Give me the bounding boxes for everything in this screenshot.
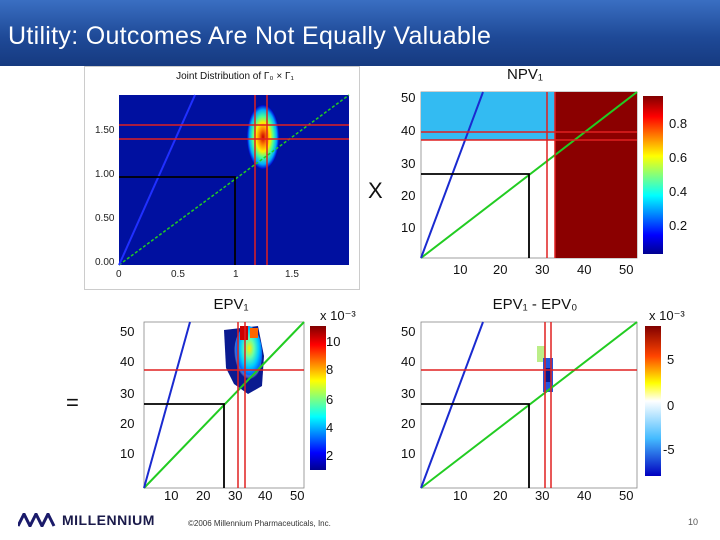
- npv1-ytick-20: 20: [401, 188, 416, 203]
- epv1-cbar-exponent: x 10⁻³: [320, 308, 356, 323]
- npv1-cbar-tick-2: 0.4: [669, 184, 688, 199]
- npv1-title: NPV₁: [507, 66, 543, 83]
- epv1-xtick-50: 50: [290, 488, 305, 503]
- joint-density-blob: [247, 105, 279, 169]
- joint-distribution-title: Joint Distribution of Γ₀ × Γ₁: [176, 71, 294, 82]
- joint-ytick-1: 1.00: [95, 169, 115, 180]
- epv1-colorbar: [310, 326, 326, 470]
- epv1-ytick-10: 10: [120, 446, 135, 461]
- epv-diff-xtick-40: 40: [577, 488, 592, 503]
- epv1-cbar-tick-2: 2: [326, 448, 334, 463]
- epv1-cbar-tick-10: 10: [326, 334, 341, 349]
- npv1-cbar-tick-1: 0.6: [669, 150, 688, 165]
- npv1-xtick-30: 30: [535, 262, 550, 277]
- joint-distribution-panel: Joint Distribution of Γ₀ × Γ₁ 1.50 1.00 …: [84, 66, 360, 290]
- epv-diff-xtick-10: 10: [453, 488, 468, 503]
- epv-diff-plot: [420, 321, 661, 489]
- epv1-panel: EPV₁ x 10⁻³ 50 40 30 20 10 10 20 30 40 5…: [112, 296, 362, 508]
- npv1-xtick-40: 40: [577, 262, 592, 277]
- copyright-text: ©2006 Millennium Pharmaceuticals, Inc.: [188, 519, 331, 528]
- joint-xtick-1: 0.5: [171, 269, 185, 280]
- epv1-xtick-10: 10: [164, 488, 179, 503]
- epv-diff-title: EPV₁ - EPV₀: [492, 296, 578, 313]
- npv1-xtick-20: 20: [493, 262, 508, 277]
- epv1-xtick-20: 20: [196, 488, 211, 503]
- npv1-panel: NPV₁ 50 40 30 20 10 10 20 30 40 50 0.8: [395, 66, 705, 288]
- epv1-xtick-30: 30: [228, 488, 243, 503]
- epv1-ytick-50: 50: [120, 324, 135, 339]
- npv1-ytick-50: 50: [401, 90, 416, 105]
- npv1-ytick-10: 10: [401, 220, 416, 235]
- epv1-cbar-tick-6: 6: [326, 392, 334, 407]
- joint-xtick-2: 1: [233, 269, 239, 280]
- epv-diff-xtick-30: 30: [535, 488, 550, 503]
- npv1-xtick-10: 10: [453, 262, 468, 277]
- joint-ytick-3: 0.00: [95, 257, 115, 268]
- npv1-ytick-30: 30: [401, 156, 416, 171]
- epv-diff-ytick-30: 30: [401, 386, 416, 401]
- epv1-plot: [143, 321, 326, 489]
- epv-diff-ytick-10: 10: [401, 446, 416, 461]
- npv1-cbar-tick-0: 0.8: [669, 116, 688, 131]
- npv1-colorbar: [643, 96, 663, 254]
- npv1-cbar-tick-3: 0.2: [669, 218, 688, 233]
- npv1-ytick-40: 40: [401, 123, 416, 138]
- epv-diff-cbar-tick-5: 5: [667, 352, 675, 367]
- epv1-ytick-30: 30: [120, 386, 135, 401]
- epv1-cbar-tick-8: 8: [326, 362, 334, 377]
- epv-diff-panel: EPV₁ - EPV₀ x 10⁻³ 50 40 30 20 10 10 20 …: [395, 296, 705, 508]
- epv-diff-cbar-exponent: x 10⁻³: [649, 308, 685, 323]
- multiply-operator: X: [368, 178, 383, 203]
- millennium-logo-mark-icon: [18, 513, 56, 527]
- epv-diff-cbar-tick-0: 0: [667, 398, 675, 413]
- epv-diff-colorbar: [645, 326, 661, 476]
- logo-text: MILLENNIUM: [62, 512, 155, 528]
- page-number: 10: [688, 517, 699, 527]
- epv1-title: EPV₁: [213, 296, 249, 313]
- joint-xtick-0: 0: [116, 269, 122, 280]
- joint-ytick-0: 1.50: [95, 125, 115, 136]
- epv-diff-ytick-40: 40: [401, 354, 416, 369]
- joint-xtick-3: 1.5: [285, 269, 299, 280]
- epv-diff-xtick-50: 50: [619, 488, 634, 503]
- epv1-ytick-40: 40: [120, 354, 135, 369]
- millennium-logo: MILLENNIUM: [18, 512, 155, 528]
- npv1-xtick-50: 50: [619, 262, 634, 277]
- epv1-cbar-tick-4: 4: [326, 420, 334, 435]
- joint-distribution-plot: [118, 94, 350, 266]
- equals-operator: =: [66, 390, 79, 415]
- title-banner: Utility: Outcomes Are Not Equally Valuab…: [0, 0, 720, 66]
- epv-diff-xtick-20: 20: [493, 488, 508, 503]
- epv1-xtick-40: 40: [258, 488, 273, 503]
- npv1-plot: [420, 91, 663, 259]
- joint-ytick-2: 0.50: [95, 213, 115, 224]
- epv-diff-cbar-tick-neg5: -5: [663, 442, 675, 457]
- slide-title: Utility: Outcomes Are Not Equally Valuab…: [8, 22, 492, 50]
- epv-diff-ytick-20: 20: [401, 416, 416, 431]
- epv1-ytick-20: 20: [120, 416, 135, 431]
- epv-diff-ytick-50: 50: [401, 324, 416, 339]
